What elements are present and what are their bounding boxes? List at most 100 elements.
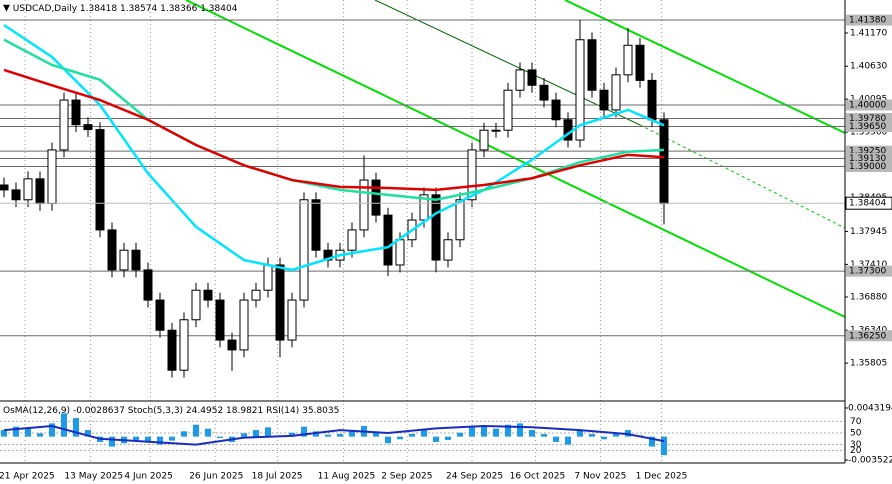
osma-bar [24,428,31,437]
rsi-label: RSI(14) [266,406,299,416]
indicator-panel [0,413,845,456]
osma-bar [108,436,115,447]
level-label-bg [846,330,892,342]
x-tick-label: 4 Jun 2025 [124,472,172,482]
main-panel [0,19,845,378]
x-tick-label: 21 Apr 2025 [0,472,55,482]
stoch-label: Stoch(5,3,3) [128,406,183,416]
candle-body [347,229,357,251]
level-label-bg [846,14,892,26]
candle-body [287,299,297,341]
moving-average [3,68,665,192]
osma-bar [517,423,524,437]
osma-bar [469,427,476,437]
osma-bar [192,424,199,437]
rsi-line [3,425,665,446]
level-label: 1.39130 [849,154,886,164]
candle-body [71,99,81,126]
osma-label: OsMA(12,26,9) [3,406,70,416]
candle-body [659,119,669,204]
candle-body [299,199,309,301]
candle-body [179,319,189,371]
candle-body [47,149,57,204]
osma-bar [0,430,7,437]
candle-body [515,69,525,91]
osma-bar [577,430,584,437]
osc-tick-label: 70 [850,417,862,427]
candle-body [503,89,513,131]
candle-body [0,184,9,191]
osma-bar [601,436,608,440]
osma-bar [457,432,464,437]
candle-body [167,329,177,371]
candle-body [467,149,477,201]
level-label: 1.41380 [849,16,886,26]
level-label-bg [846,265,892,277]
level-label-bg [846,153,892,165]
candle-body [539,84,549,101]
last-price-label: 1.38404 [849,199,886,209]
y-tick-label: 1.37945 [850,227,887,237]
candle-body [119,249,129,271]
osma-bar [433,436,439,442]
level-label-bg [846,99,892,111]
osma-bar [445,436,452,440]
candle-body [107,229,117,271]
candle-body [623,44,633,76]
level-label: 1.39780 [849,114,886,124]
candle-body [11,189,21,201]
osma-bar [661,436,668,456]
high-quote: 1.38574 [120,4,157,14]
osma-bar [396,436,403,440]
candle-body [647,79,657,121]
osma-bar [156,436,163,445]
candle-body [227,339,237,351]
osma-bar [48,423,55,437]
candle-body [431,194,441,261]
candle-body [587,39,597,91]
x-tick-label: 7 Nov 2025 [574,472,626,482]
level-label: 1.39650 [849,122,886,132]
candle-body [491,129,501,132]
candle-body [575,39,585,141]
stoch-k: 24.4952 [186,406,223,416]
osma-bar [288,432,295,437]
trend-line [639,124,846,229]
osma-bar [216,436,223,438]
osma-bar [144,436,151,442]
level-label: 1.39000 [849,162,886,172]
candle-body [251,289,261,301]
osma-bar [421,430,427,437]
osc-tick-label: 50 [850,429,862,439]
osma-value: -0.0028637 [73,406,125,416]
x-tick-label: 16 Oct 2025 [510,472,566,482]
symbol: USDCAD,Daily [13,4,78,14]
stoch-d: 18.9821 [226,406,263,416]
candle-body [455,199,465,241]
osma-bar [493,428,500,437]
level-label-bg [846,121,892,133]
candle-body [263,264,273,291]
candle-body [155,299,165,331]
candle-body [611,74,621,111]
candle-body [551,99,561,121]
trend-line [564,0,846,134]
osma-bar [649,436,656,447]
osma-bar [565,436,572,445]
x-tick-label: 2 Sep 2025 [381,472,432,482]
osma-bar [72,418,79,437]
y-tick-label: 1.36880 [850,292,887,302]
candle-body [527,69,537,86]
osc-tick-label: 30 [850,440,862,450]
candle-body [359,179,369,231]
level-label-bg [846,161,892,173]
osma-bar [553,436,560,442]
level-label: 1.36250 [849,331,886,341]
osma-bar [84,430,91,437]
osma-bar [372,432,379,437]
candle-body [599,89,609,111]
osma-bar [180,431,187,437]
osma-bar [240,433,247,437]
y-tick-label: 1.35805 [850,359,887,369]
